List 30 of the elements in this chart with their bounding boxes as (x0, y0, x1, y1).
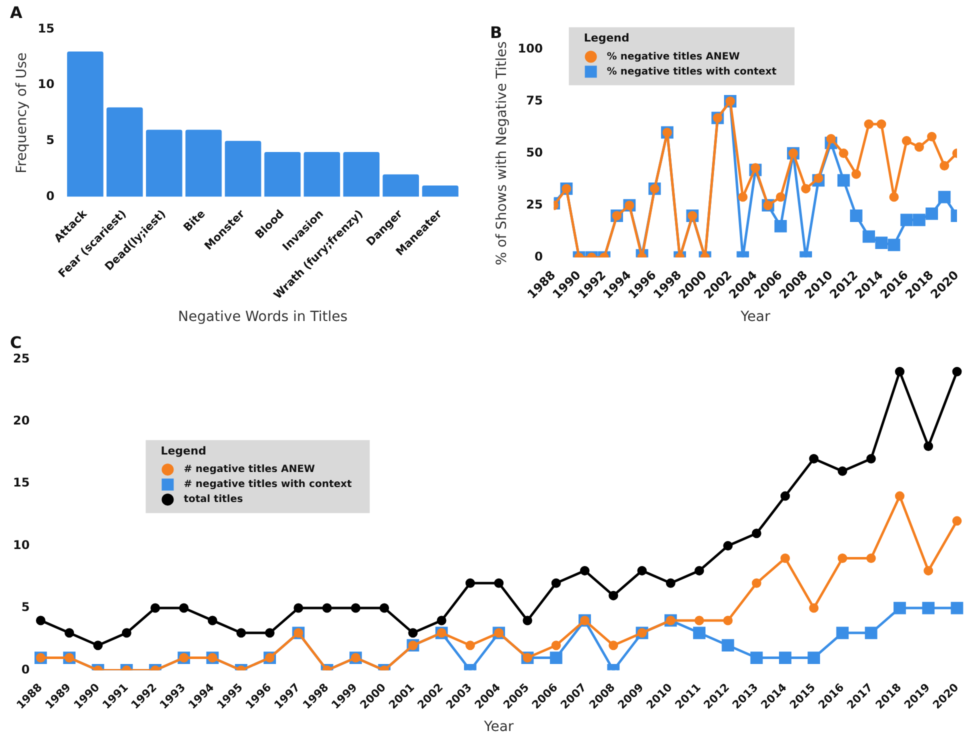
y-tick-label: 0 (46, 188, 54, 203)
legend-label: total titles (184, 494, 243, 506)
y-tick-label: 50 (526, 145, 543, 160)
y-tick-label: 0 (534, 250, 543, 264)
x-axis-title: Year (483, 719, 514, 736)
y-tick-label: 75 (526, 93, 543, 108)
chart-title: A (10, 2, 23, 22)
y-tick-label: 10 (38, 77, 54, 92)
y-tick-label: 25 (12, 351, 30, 366)
legend-label: # negative titles ANEW (184, 464, 315, 476)
y-tick-label: 25 (526, 197, 543, 212)
y-tick-label: 0 (21, 662, 30, 676)
y-tick-label: 5 (21, 600, 30, 614)
legend-title: Legend (584, 32, 630, 45)
y-tick-label: 5 (46, 132, 54, 147)
legend-label: % negative titles ANEW (606, 51, 740, 62)
legend-title: Legend (160, 444, 206, 458)
chart-title: B (490, 22, 502, 42)
y-axis-title: Frequency of Use (14, 52, 30, 174)
y-tick-label: 100 (518, 41, 543, 56)
x-axis-title: Negative Words in Titles (178, 309, 348, 326)
y-tick-label: 20 (12, 414, 30, 428)
y-axis-title: % of Shows with Negative Titles (494, 41, 510, 266)
legend-label: % negative titles with context (606, 66, 777, 78)
x-axis-title: Year (740, 309, 770, 326)
y-tick-label: 15 (12, 476, 30, 490)
chart-title: C (10, 332, 22, 352)
y-tick-label: 10 (12, 538, 30, 552)
y-tick-label: 15 (38, 21, 54, 36)
legend-label: # negative titles with context (184, 479, 352, 490)
